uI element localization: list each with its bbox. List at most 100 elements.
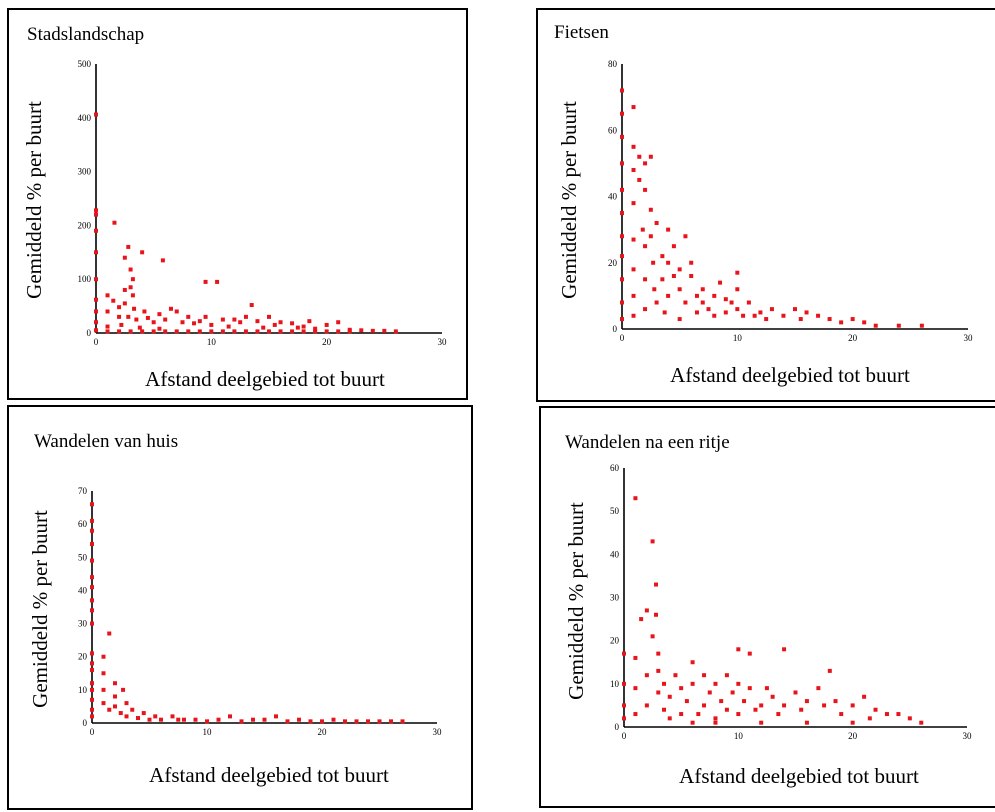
data-point [295, 325, 300, 330]
data-point [662, 707, 667, 712]
chart-title: Stadslandschap [27, 24, 144, 45]
x-tick-label: 10 [203, 727, 213, 737]
data-point [633, 686, 638, 691]
data-point [393, 329, 398, 334]
x-tick-label: 20 [322, 337, 332, 347]
data-point [713, 681, 718, 686]
data-point [145, 315, 150, 320]
chart-svg: Wandelen na een ritje 0 10 20 30 0 10 20 30 40 50 6… [564, 432, 973, 788]
data-point [101, 654, 106, 659]
data-point [919, 323, 924, 328]
data-point [816, 313, 821, 318]
data-point [764, 317, 769, 322]
data-point [753, 707, 758, 712]
data-point [656, 668, 661, 673]
data-point [752, 313, 757, 318]
data-point [793, 307, 797, 312]
y-tick-label: 100 [78, 274, 92, 284]
data-point [255, 329, 260, 334]
y-tick-label: 30 [78, 619, 88, 629]
data-point [331, 717, 336, 722]
data-point [324, 322, 329, 327]
data-point [884, 712, 889, 717]
data-point [650, 539, 655, 544]
data-point [689, 274, 694, 278]
x-axis-label: Afstand deelgebied tot buurt [145, 367, 385, 391]
data-point [822, 703, 827, 708]
x-tick-label: 0 [620, 333, 625, 343]
data-point [679, 686, 684, 691]
chart-panel-fietsen: Fietsen 0 10 20 30 0 20 40 60 80 Gemiddeld % per b… [536, 8, 995, 402]
x-tick-label: 10 [207, 337, 217, 347]
data-point [644, 673, 649, 678]
data-point [132, 306, 137, 311]
data-point [128, 267, 133, 272]
chart-title: Fietsen [554, 22, 609, 43]
data-point [633, 712, 638, 717]
data-point [278, 320, 283, 325]
x-tick-label: 20 [848, 333, 858, 343]
data-point [186, 314, 191, 319]
data-point [157, 326, 162, 331]
data-point [278, 329, 283, 334]
data-point [90, 697, 94, 702]
data-point [186, 329, 191, 334]
y-tick-label: 20 [78, 652, 88, 662]
data-point [713, 720, 718, 725]
y-tick-label: 40 [608, 192, 618, 202]
x-tick-label: 10 [733, 333, 743, 343]
data-point [324, 329, 329, 334]
data-point [216, 717, 221, 722]
x-tick-label: 30 [963, 731, 973, 741]
data-point [267, 329, 271, 334]
data-point [643, 187, 648, 192]
data-point [622, 681, 626, 686]
data-point [804, 699, 809, 704]
data-point [192, 321, 197, 326]
data-point [151, 320, 156, 325]
data-point [679, 712, 684, 717]
data-point [290, 321, 295, 326]
data-point [799, 707, 804, 712]
data-point [215, 279, 220, 284]
data-point [90, 542, 94, 547]
y-tick-label: 40 [610, 549, 620, 559]
data-point [677, 317, 682, 322]
data-point [94, 112, 98, 117]
data-point [117, 314, 122, 319]
data-point [90, 681, 94, 686]
data-point [197, 329, 202, 334]
data-point [137, 325, 142, 330]
data-point [153, 714, 158, 719]
data-point [400, 719, 405, 724]
data-point [170, 714, 175, 719]
data-point [736, 647, 741, 652]
data-point [209, 322, 214, 327]
data-point [307, 319, 312, 324]
data-point [313, 329, 318, 334]
data-point [620, 161, 624, 166]
y-tick-label: 0 [83, 718, 88, 728]
data-point [90, 575, 94, 580]
data-point [90, 608, 94, 613]
data-point [140, 329, 145, 334]
y-tick-label: 30 [610, 593, 620, 603]
data-point [251, 717, 255, 722]
data-point [660, 254, 665, 259]
data-point [827, 668, 832, 673]
data-point [297, 717, 301, 722]
data-point [850, 703, 855, 708]
data-point [735, 287, 740, 292]
data-point [117, 305, 122, 310]
data-point [126, 244, 131, 249]
data-point [667, 716, 672, 721]
data-point [650, 634, 655, 639]
data-point [620, 300, 624, 305]
y-tick-label: 0 [615, 722, 620, 732]
data-point [182, 717, 186, 722]
data-point [90, 528, 94, 533]
data-point [631, 168, 636, 172]
data-point [228, 714, 232, 719]
data-point [112, 220, 117, 225]
data-point [620, 111, 624, 116]
